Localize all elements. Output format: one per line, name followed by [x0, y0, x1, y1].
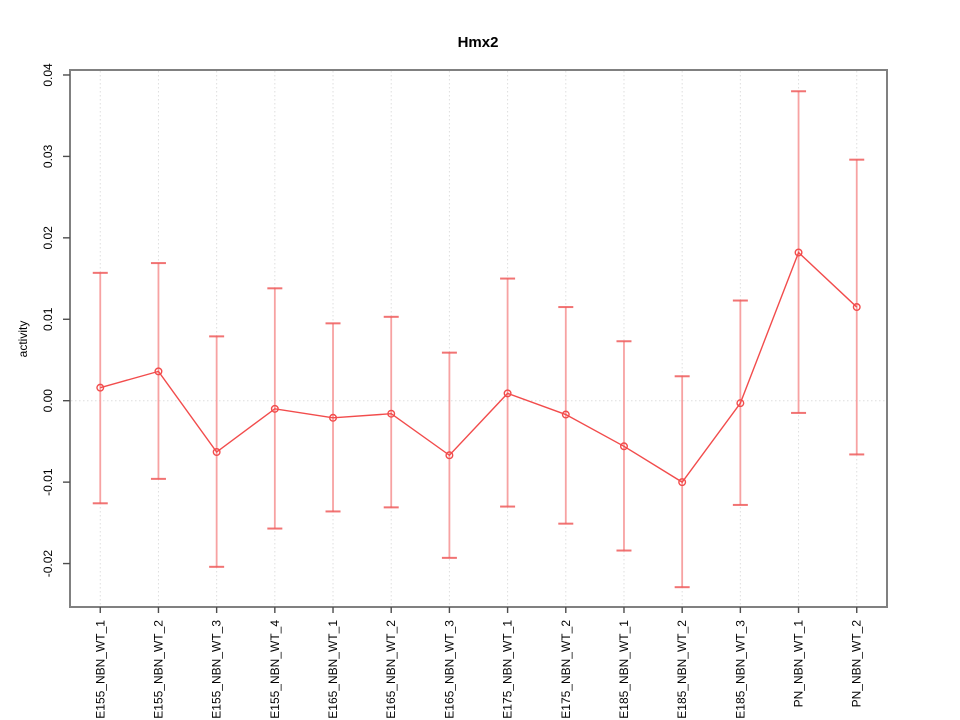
series-line: [100, 251, 858, 484]
x-tick-label: PN_NBN_WT_2: [850, 620, 864, 708]
y-tick-label: 0.04: [41, 63, 55, 87]
chart-title: Hmx2: [458, 34, 499, 51]
data-point: [212, 448, 221, 457]
data-point: [270, 404, 279, 413]
data-point: [445, 451, 454, 460]
plot-frame: [69, 69, 888, 608]
x-tick-label: E155_NBN_WT_4: [268, 620, 282, 719]
y-axis-label: activity: [16, 321, 30, 358]
error-bars: [92, 90, 865, 589]
data-point: [852, 303, 861, 312]
x-tick-label: E155_NBN_WT_3: [210, 620, 224, 719]
y-tick-label: 0.00: [41, 389, 55, 413]
x-tick-label: E185_NBN_WT_2: [675, 620, 689, 719]
x-tick-label: E175_NBN_WT_1: [501, 620, 515, 719]
y-tick-label: 0.03: [41, 144, 55, 168]
data-point: [678, 478, 687, 487]
y-tick-label: 0.02: [41, 226, 55, 250]
gridlines: [71, 71, 886, 606]
x-tick-label: PN_NBN_WT_1: [792, 620, 806, 708]
data-point: [503, 389, 512, 398]
data-point: [96, 383, 105, 392]
data-point: [329, 413, 338, 422]
data-point: [794, 248, 803, 257]
data-point: [619, 442, 628, 451]
plot-border: [69, 69, 888, 608]
data-point: [387, 409, 396, 418]
y-tick-label: 0.01: [41, 307, 55, 331]
data-point: [154, 367, 163, 376]
y-tick-label: -0.01: [41, 468, 55, 496]
x-tick-label: E155_NBN_WT_2: [151, 620, 165, 719]
axes: 0.04 0.03 0.02 0.01 0.00 -0.01 -0.02 E155_NBN_W…: [41, 63, 864, 719]
x-tick-label: E185_NBN_WT_1: [617, 620, 631, 719]
x-tick-label: E175_NBN_WT_2: [559, 620, 573, 719]
data-point: [561, 410, 570, 419]
x-tick-label: E165_NBN_WT_1: [326, 620, 340, 719]
y-tick-label: -0.02: [41, 550, 55, 578]
x-tick-label: E155_NBN_WT_1: [93, 620, 107, 719]
data-series: [96, 248, 861, 487]
x-tick-label: E185_NBN_WT_3: [733, 620, 747, 719]
data-point: [736, 399, 745, 408]
x-tick-label: E165_NBN_WT_2: [384, 620, 398, 719]
x-tick-label: E165_NBN_WT_3: [442, 620, 456, 719]
